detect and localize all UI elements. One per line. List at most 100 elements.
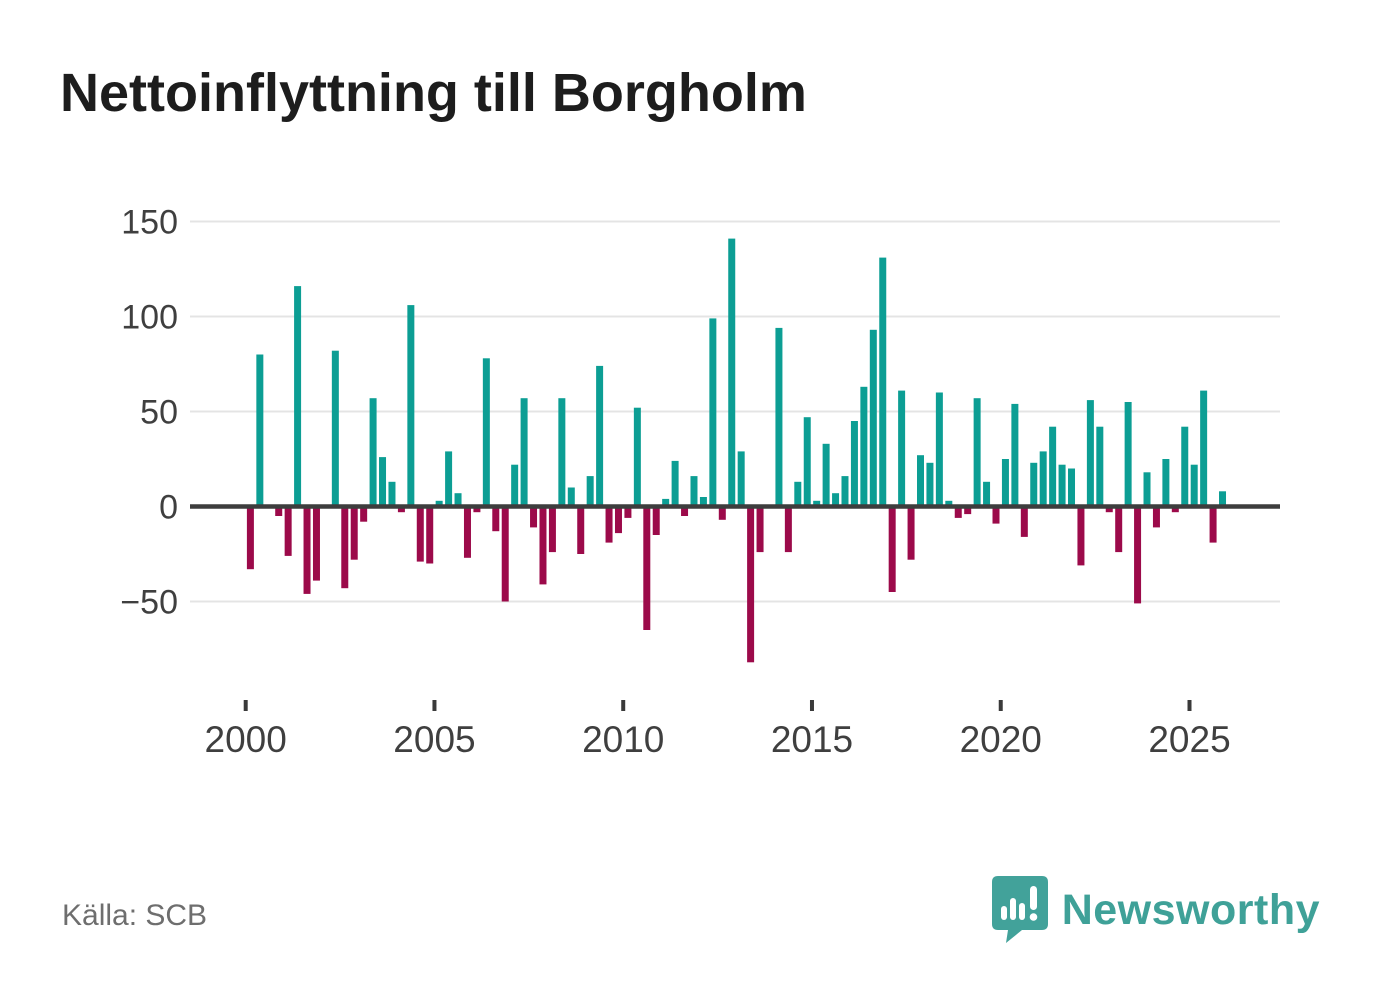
bar-2024Q3: [1171, 506, 1179, 513]
bar-2008Q2: [558, 398, 566, 507]
bar-2006Q1: [473, 506, 481, 513]
bar-2006Q4: [501, 506, 509, 602]
bar-2020Q2: [1011, 403, 1019, 507]
bar-2004Q2: [407, 305, 415, 507]
bar-2007Q4: [539, 506, 547, 585]
bar-2007Q3: [530, 506, 538, 528]
bar-2018Q3: [945, 500, 953, 507]
bar-2005Q3: [454, 493, 462, 507]
bar-2006Q3: [492, 506, 500, 532]
bar-2020Q3: [1020, 506, 1028, 537]
x-axis-label-2015: 2015: [771, 719, 853, 760]
bar-2021Q1: [1039, 451, 1047, 507]
bar-2002Q3: [341, 506, 349, 589]
bar-2010Q4: [652, 506, 660, 535]
bar-2011Q1: [662, 498, 670, 507]
bar-2010Q1: [624, 506, 632, 518]
x-axis-label-2010: 2010: [582, 719, 664, 760]
bar-2011Q4: [690, 476, 698, 507]
source-label: Källa: SCB: [62, 899, 208, 932]
bar-2021Q4: [1068, 468, 1076, 507]
bar-2022Q1: [1077, 506, 1085, 566]
bar-2014Q3: [794, 481, 802, 507]
bar-2012Q3: [718, 506, 726, 520]
bar-2005Q2: [445, 451, 453, 507]
bar-2020Q1: [1001, 459, 1009, 507]
bar-2007Q2: [520, 398, 528, 507]
bar-2014Q2: [784, 506, 792, 553]
bar-2016Q3: [869, 329, 877, 507]
bar-2003Q1: [360, 506, 368, 522]
bar-2024Q1: [1152, 506, 1160, 528]
bar-2011Q3: [681, 506, 689, 516]
bar-2021Q3: [1058, 464, 1066, 507]
bar-2004Q3: [416, 506, 424, 562]
bar-2009Q4: [614, 506, 622, 534]
bar-2016Q1: [850, 421, 858, 507]
bar-2003Q4: [388, 481, 396, 507]
bar-2010Q3: [643, 506, 651, 630]
bar-2009Q2: [596, 365, 604, 507]
bar-2017Q1: [888, 506, 896, 592]
bar-2023Q4: [1143, 472, 1151, 507]
bar-2000Q1: [246, 506, 254, 570]
bar-2010Q2: [633, 407, 641, 507]
bar-2005Q4: [463, 506, 471, 558]
bar-2001Q4: [312, 506, 320, 581]
bar-2000Q2: [256, 354, 264, 507]
bar-2005Q1: [435, 500, 443, 507]
bar-2002Q2: [331, 350, 339, 507]
newsworthy-logo-text: Newsworthy: [1061, 885, 1320, 934]
y-axis-label-50: 50: [140, 394, 178, 432]
x-axis-label-2025: 2025: [1148, 719, 1230, 760]
bar-2011Q2: [671, 460, 679, 507]
bar-2015Q4: [841, 476, 849, 507]
y-axis-label-0: 0: [159, 489, 178, 527]
bar-2001Q2: [294, 286, 302, 507]
bar-2013Q1: [737, 451, 745, 507]
bar-2024Q2: [1162, 459, 1170, 507]
bar-2000Q4: [275, 506, 283, 516]
bar-2017Q3: [907, 506, 915, 560]
bar-2014Q1: [775, 327, 783, 507]
bar-2007Q1: [511, 464, 519, 507]
bar-2023Q3: [1134, 506, 1142, 604]
bar-2002Q4: [350, 506, 358, 560]
bar-2018Q2: [935, 392, 943, 507]
bar-2023Q1: [1115, 506, 1123, 553]
bar-2025Q4: [1219, 491, 1227, 507]
bar-2019Q4: [992, 506, 1000, 524]
bar-2022Q3: [1096, 426, 1104, 507]
bar-2015Q1: [813, 500, 821, 507]
bar-2017Q2: [898, 390, 906, 507]
bar-2001Q1: [284, 506, 292, 556]
x-axis-label-2005: 2005: [393, 719, 475, 760]
x-axis-label-2020: 2020: [960, 719, 1042, 760]
bar-2008Q4: [577, 506, 585, 554]
bar-2003Q2: [369, 398, 377, 507]
bar-2022Q2: [1086, 400, 1094, 507]
bar-2008Q3: [567, 487, 575, 507]
bar-2004Q1: [397, 506, 405, 513]
bar-2003Q3: [379, 457, 387, 507]
bar-2015Q2: [822, 443, 830, 507]
bar-2015Q3: [832, 493, 840, 507]
newsworthy-logo: Newsworthy: [991, 876, 1320, 944]
x-axis-label-2000: 2000: [205, 719, 287, 760]
bar-2019Q3: [983, 481, 991, 507]
bar-2001Q3: [303, 506, 311, 594]
bar-2016Q2: [860, 386, 868, 507]
bar-2006Q2: [482, 358, 490, 507]
bar-2022Q4: [1105, 506, 1113, 513]
bar-2018Q4: [954, 506, 962, 518]
y-axis-label-150: 150: [121, 204, 178, 242]
y-axis-label--50: −50: [120, 584, 178, 622]
newsworthy-logo-icon: [991, 876, 1048, 943]
bar-2016Q4: [879, 257, 887, 507]
bar-2024Q4: [1181, 426, 1189, 507]
bar-2012Q1: [699, 497, 707, 507]
bar-2025Q1: [1190, 464, 1198, 507]
bar-2019Q1: [964, 506, 972, 515]
bar-2019Q2: [973, 398, 981, 507]
bar-2012Q2: [709, 318, 717, 507]
